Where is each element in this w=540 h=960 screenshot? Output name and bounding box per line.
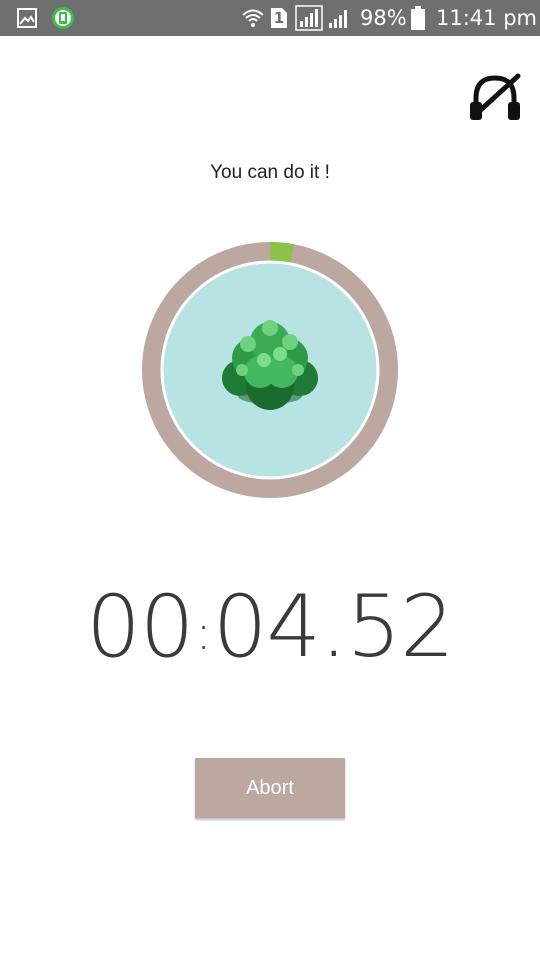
signal-icon-2 [326,0,352,36]
battery-percent: 98% [360,6,407,30]
status-bar: 1 98% 11:41 pm [0,0,540,36]
signal-icon [294,0,324,36]
sim-icon [268,0,290,36]
app-notification-icon [50,0,76,36]
timer-dot: . [320,577,347,677]
gallery-icon [16,0,38,36]
battery-icon [410,0,426,36]
progress-ring [140,240,400,500]
clock: 11:41 pm [436,6,537,30]
tree-icon [222,320,318,410]
music-toggle-button[interactable] [466,70,524,124]
abort-button[interactable]: Abort [195,758,345,818]
progress-fill [142,242,398,498]
timer-minutes: 04 [212,577,321,677]
sim-slot-label: 1 [273,9,285,27]
countdown-timer: 00:04.52 [0,572,540,688]
timer-separator: : [195,604,212,661]
timer-hours: 00 [86,577,194,677]
wifi-icon [240,0,266,36]
timer-seconds: 52 [346,577,454,677]
motivation-text: You can do it ! [210,162,330,183]
music-off-icon [470,73,521,120]
